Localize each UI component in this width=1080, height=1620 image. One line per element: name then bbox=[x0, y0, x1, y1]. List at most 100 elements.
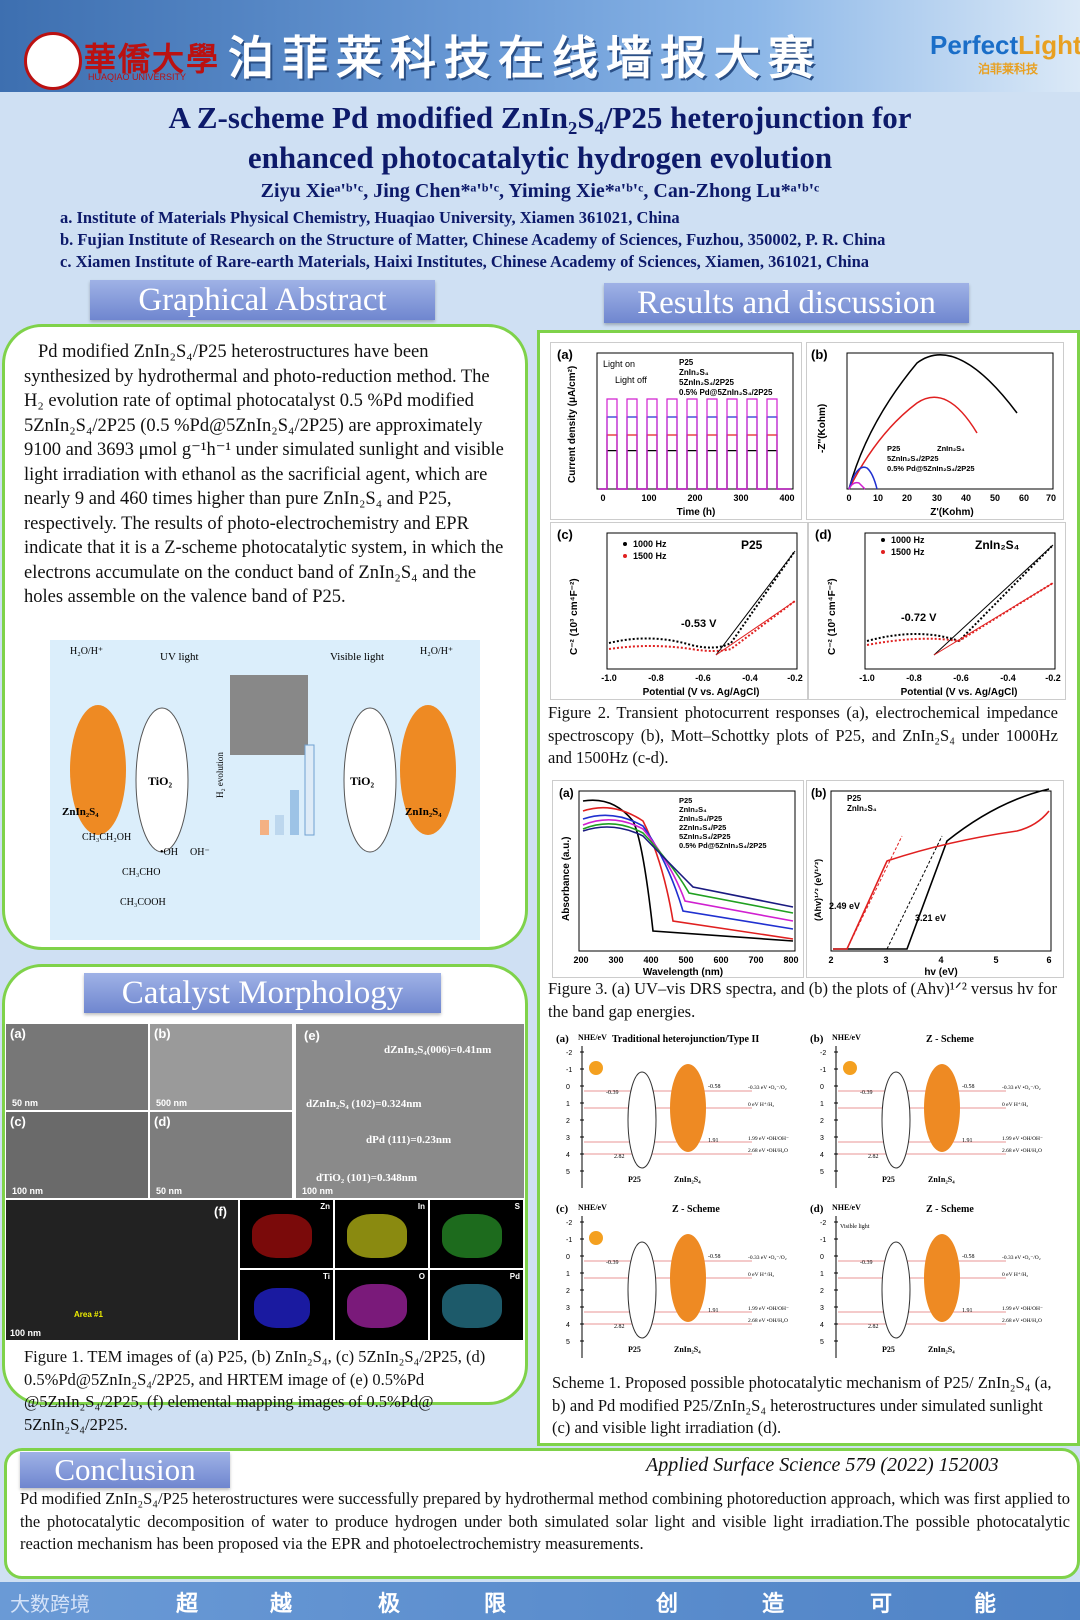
svg-text:4: 4 bbox=[566, 1152, 570, 1159]
svg-text:NHE/eV: NHE/eV bbox=[832, 1203, 861, 1212]
svg-text:300: 300 bbox=[608, 955, 623, 965]
svg-text:-0.72 V: -0.72 V bbox=[901, 612, 937, 624]
fig2c-axes bbox=[606, 532, 798, 670]
svg-text:5: 5 bbox=[566, 1169, 570, 1176]
svg-text:2: 2 bbox=[828, 955, 833, 965]
tio2-ellipse-right bbox=[343, 707, 397, 853]
ms-zis-1000 bbox=[866, 544, 1054, 643]
svg-text:0.5% Pd@5ZnIn₂S₄/2P25: 0.5% Pd@5ZnIn₂S₄/2P25 bbox=[887, 464, 975, 473]
scheme-panel-2: (c) NHE/eV Z - Scheme -2 -1 0 1 2 3 4 5 -0.33 eV •O… bbox=[556, 1203, 789, 1358]
bar-4 bbox=[304, 744, 315, 836]
svg-text:Time (h): Time (h) bbox=[677, 507, 716, 518]
ga-tio2-right: TiO₂ bbox=[350, 774, 374, 788]
svg-text:60: 60 bbox=[1019, 493, 1029, 503]
svg-text:-1.0: -1.0 bbox=[601, 673, 617, 683]
svg-text:3.21 eV: 3.21 eV bbox=[915, 913, 946, 923]
svg-text:3: 3 bbox=[566, 1305, 570, 1312]
svg-text:-0.33 eV •O₂⁻/O₂: -0.33 eV •O₂⁻/O₂ bbox=[748, 1255, 787, 1261]
svg-text:(Ahv)¹ᐟ² (eV¹ᐟ²): (Ahv)¹ᐟ² (eV¹ᐟ²) bbox=[813, 859, 823, 921]
motto-char-8: 能 bbox=[974, 1592, 997, 1617]
svg-text:0 eV H⁺/H₂: 0 eV H⁺/H₂ bbox=[1002, 1271, 1028, 1278]
svg-text:1.91: 1.91 bbox=[962, 1308, 973, 1314]
svg-text:-0.39: -0.39 bbox=[606, 1260, 619, 1266]
university-name: 華僑大學 bbox=[84, 40, 221, 78]
svg-text:1: 1 bbox=[566, 1101, 570, 1108]
tem-b: (b) 500 nm bbox=[150, 1024, 292, 1110]
svg-text:Absorbance (a.u.): Absorbance (a.u.) bbox=[561, 837, 572, 921]
fig2d-axes bbox=[864, 532, 1056, 670]
ms-zis-fit2 bbox=[933, 582, 1054, 656]
photocurrent-series-2 bbox=[599, 416, 791, 490]
svg-text:ZnIn₂S₄: ZnIn₂S₄ bbox=[937, 444, 965, 453]
zis-ellipse-left bbox=[70, 705, 126, 835]
svg-text:2.68 eV •OH/H₂O: 2.68 eV •OH/H₂O bbox=[1002, 1318, 1042, 1324]
sem-inset bbox=[230, 675, 308, 755]
svg-text:40: 40 bbox=[961, 493, 971, 503]
svg-text:2.82: 2.82 bbox=[614, 1154, 625, 1160]
zis-ellipse-right bbox=[400, 705, 456, 835]
svg-text:0: 0 bbox=[566, 1084, 570, 1091]
scheme-panel-3: (d) NHE/eV Z - Scheme -2 -1 0 1 2 3 4 5 -0.33 eV •O… bbox=[810, 1203, 1043, 1358]
svg-text:5ZnIn₂S₄/2P25: 5ZnIn₂S₄/2P25 bbox=[679, 832, 731, 841]
sun-icon bbox=[589, 1231, 603, 1245]
eis-pd bbox=[848, 481, 866, 490]
svg-text:(a): (a) bbox=[557, 347, 573, 362]
ga-acetaldehyde: CH₃CHO bbox=[122, 867, 161, 878]
svg-text:3: 3 bbox=[566, 1135, 570, 1142]
svg-text:100: 100 bbox=[641, 493, 656, 503]
svg-text:(d): (d) bbox=[810, 1203, 824, 1215]
svg-text:5: 5 bbox=[820, 1169, 824, 1176]
sun-icon bbox=[589, 1061, 603, 1075]
svg-text:50: 50 bbox=[990, 493, 1000, 503]
svg-text:2.82: 2.82 bbox=[614, 1324, 625, 1330]
svg-text:2.82: 2.82 bbox=[868, 1154, 879, 1160]
ga-h2o-right: H₂O/H⁺ bbox=[420, 646, 453, 657]
fig3a-uvvis: (a) P25 ZnIn₂S₄ ZnIn₂S₄/P25 2ZnIn₂S₄/P25… bbox=[552, 780, 804, 978]
svg-text:(b): (b) bbox=[810, 1033, 824, 1045]
svg-text:2: 2 bbox=[820, 1288, 824, 1295]
svg-text:700: 700 bbox=[748, 955, 763, 965]
abstract-text: Pd modified ZnIn₂S₄/P25 heterostructures… bbox=[24, 342, 504, 607]
svg-text:Current density (μA/cm²): Current density (μA/cm²) bbox=[567, 366, 578, 483]
ga-vis-label: Visible light bbox=[330, 651, 384, 663]
svg-text:-0.58: -0.58 bbox=[962, 1254, 975, 1260]
svg-text:800: 800 bbox=[783, 955, 798, 965]
svg-text:3: 3 bbox=[820, 1135, 824, 1142]
svg-text:-1: -1 bbox=[566, 1067, 572, 1074]
svg-text:5: 5 bbox=[993, 955, 998, 965]
svg-text:1.99 eV •OH/OH⁻: 1.99 eV •OH/OH⁻ bbox=[748, 1306, 789, 1312]
fig3b-axes bbox=[830, 790, 1052, 952]
svg-text:10: 10 bbox=[873, 493, 883, 503]
map-s: S bbox=[430, 1200, 523, 1268]
svg-text:1.91: 1.91 bbox=[708, 1308, 719, 1314]
svg-text:2: 2 bbox=[566, 1118, 570, 1125]
ga-zis-left: ZnIn₂S₄ bbox=[62, 806, 99, 818]
bar-3 bbox=[290, 790, 299, 835]
svg-text:200: 200 bbox=[573, 955, 588, 965]
svg-text:-0.58: -0.58 bbox=[708, 1084, 721, 1090]
ms-p25-fit2 bbox=[715, 600, 796, 656]
svg-text:Z'(Kohm): Z'(Kohm) bbox=[930, 507, 973, 518]
svg-text:-0.4: -0.4 bbox=[1000, 673, 1016, 683]
svg-text:5ZnIn₂S₄/2P25: 5ZnIn₂S₄/2P25 bbox=[679, 378, 734, 387]
svg-text:-0.6: -0.6 bbox=[953, 673, 969, 683]
paper-title: A Z-scheme Pd modified ZnIn₂S₄/P25 heter… bbox=[168, 100, 912, 175]
svg-text:1: 1 bbox=[820, 1271, 824, 1278]
svg-text:1.99 eV •OH/OH⁻: 1.99 eV •OH/OH⁻ bbox=[1002, 1136, 1043, 1142]
fig2b-axes bbox=[846, 352, 1054, 490]
svg-text:NHE/eV: NHE/eV bbox=[832, 1033, 861, 1042]
svg-text:4: 4 bbox=[820, 1322, 824, 1329]
ms-zis-fit1 bbox=[933, 544, 1054, 656]
svg-text:-0.58: -0.58 bbox=[708, 1254, 721, 1260]
svg-text:(c): (c) bbox=[557, 527, 573, 542]
svg-text:70: 70 bbox=[1046, 493, 1056, 503]
svg-text:2.82: 2.82 bbox=[868, 1324, 879, 1330]
svg-text:ZnIn₂S₄: ZnIn₂S₄ bbox=[679, 368, 709, 377]
svg-text:600: 600 bbox=[713, 955, 728, 965]
ga-oh-minus: OH⁻ bbox=[190, 847, 210, 858]
svg-text:ZnIn₂S₄: ZnIn₂S₄ bbox=[847, 804, 877, 813]
fig1-caption: Figure 1. TEM images of (a) P25, (b) ZnI… bbox=[24, 1347, 486, 1434]
brand-cn: 泊菲莱科技 bbox=[978, 62, 1039, 76]
svg-text:4: 4 bbox=[566, 1322, 570, 1329]
svg-text:C⁻² (10³ cm⁴F⁻²): C⁻² (10³ cm⁴F⁻²) bbox=[569, 578, 580, 655]
